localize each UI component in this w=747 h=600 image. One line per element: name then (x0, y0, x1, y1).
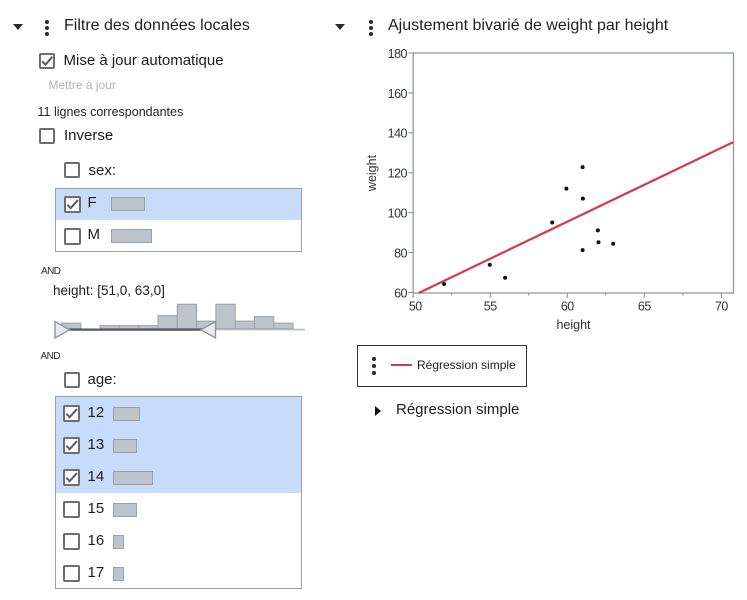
svg-text:50: 50 (409, 300, 422, 314)
svg-text:140: 140 (388, 127, 408, 141)
svg-text:160: 160 (388, 87, 408, 101)
svg-text:weight: weight (365, 154, 379, 192)
svg-text:180: 180 (388, 47, 408, 61)
svg-text:120: 120 (388, 167, 408, 181)
svg-text:60: 60 (561, 300, 574, 314)
svg-text:65: 65 (638, 300, 651, 314)
svg-text:60: 60 (394, 286, 407, 300)
svg-text:80: 80 (394, 246, 407, 260)
svg-text:70: 70 (715, 300, 728, 314)
svg-text:100: 100 (388, 207, 408, 221)
svg-text:height: height (556, 318, 591, 332)
svg-text:55: 55 (484, 300, 497, 314)
